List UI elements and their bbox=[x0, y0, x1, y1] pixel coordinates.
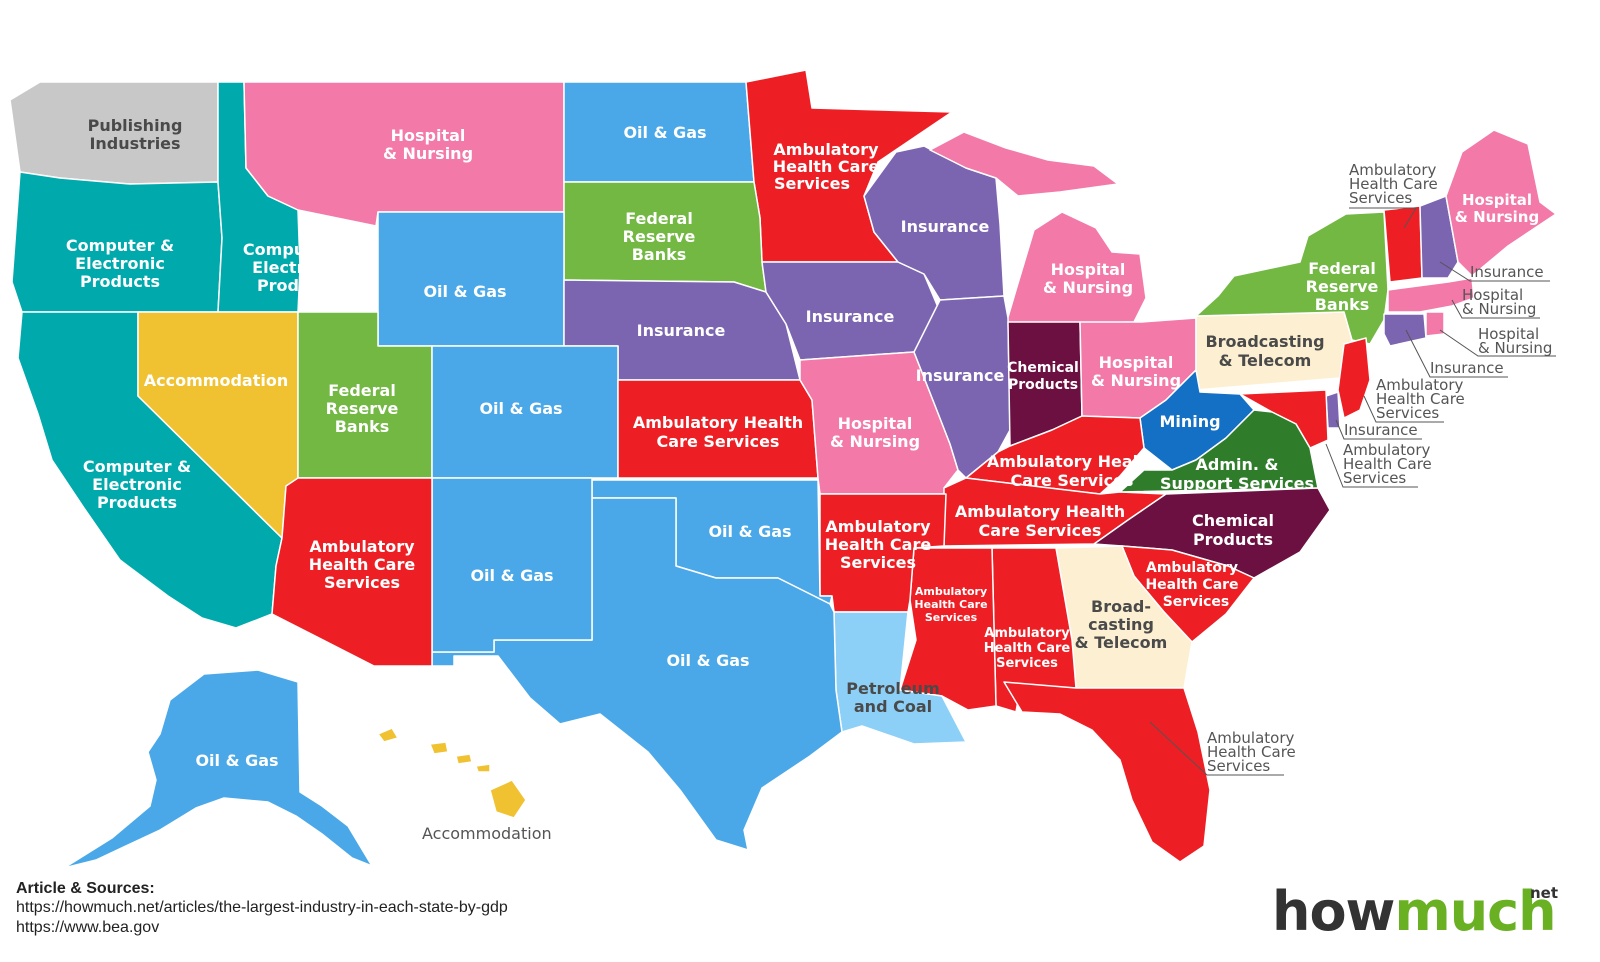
label-ma: Hospital & Nursing bbox=[1462, 286, 1536, 318]
label-nc: Chemical Products bbox=[1192, 511, 1274, 549]
state-hawaii bbox=[377, 727, 527, 819]
state-michigan-lp bbox=[1005, 211, 1147, 325]
label-hi: Accommodation bbox=[422, 824, 552, 843]
label-wa: Publishing Industries bbox=[88, 116, 183, 153]
label-mn: Ambulatory Health Care Services bbox=[773, 140, 880, 193]
sources-block: Article & Sources: https://howmuch.net/a… bbox=[16, 880, 508, 938]
label-tx: Oil & Gas bbox=[666, 651, 749, 670]
leader-md bbox=[1325, 443, 1418, 488]
leader-nh bbox=[1439, 261, 1550, 282]
label-ut: Federal Reserve Banks bbox=[326, 381, 399, 436]
label-sd: Federal Reserve Banks bbox=[623, 209, 696, 264]
leader-nj bbox=[1363, 395, 1444, 423]
state-kentucky bbox=[965, 415, 1145, 495]
label-tn: Ambulatory Health Care Services bbox=[955, 502, 1125, 540]
label-id: Computer & Electronic Products bbox=[243, 240, 351, 295]
leader-de bbox=[1335, 419, 1422, 440]
label-oh: Hospital & Nursing bbox=[1091, 353, 1181, 390]
external-labels: Accommodation Ambulatory Health Care Servi… bbox=[422, 161, 1556, 843]
label-ct: Insurance bbox=[1430, 359, 1504, 377]
label-mi: Hospital & Nursing bbox=[1043, 260, 1133, 297]
label-nm: Oil & Gas bbox=[470, 566, 553, 585]
logo-wordmark: howmuch bbox=[1272, 880, 1557, 943]
state-massachusetts bbox=[1387, 277, 1475, 313]
label-ok: Oil & Gas bbox=[708, 522, 791, 541]
state-connecticut bbox=[1383, 313, 1427, 347]
label-pa: Broadcasting & Telecom bbox=[1205, 332, 1324, 370]
label-mt: Hospital & Nursing bbox=[383, 126, 473, 163]
source-link-bea[interactable]: https://www.bea.gov bbox=[16, 919, 160, 936]
label-la: Petroleum and Coal bbox=[846, 679, 940, 716]
label-ia: Insurance bbox=[806, 307, 895, 326]
label-nh: Insurance bbox=[1470, 263, 1544, 281]
label-or: Computer & Electronic Products bbox=[66, 236, 174, 291]
label-nj: Ambulatory Health Care Services bbox=[1376, 376, 1465, 422]
label-wv: Mining bbox=[1159, 412, 1220, 431]
state-maine bbox=[1445, 129, 1557, 277]
logo-net: net bbox=[1530, 884, 1559, 902]
label-ne: Insurance bbox=[637, 321, 726, 340]
state-vermont bbox=[1383, 205, 1423, 283]
state-new-jersey bbox=[1337, 337, 1371, 419]
label-ms: Ambulatory Health Care Services bbox=[914, 585, 987, 624]
state-wyoming bbox=[377, 211, 565, 347]
state-florida bbox=[1003, 681, 1211, 863]
state-alaska bbox=[63, 669, 373, 869]
label-wi: Insurance bbox=[901, 217, 990, 236]
label-sc: Ambulatory Health Care Services bbox=[1145, 560, 1238, 610]
howmuch-logo: howmuch net bbox=[1272, 880, 1582, 950]
state-new-mexico bbox=[431, 477, 593, 653]
label-ri: Hospital & Nursing bbox=[1478, 325, 1552, 357]
sources-heading: Article & Sources: bbox=[16, 880, 155, 897]
industry-labels: Publishing Industries Computer & Electroni… bbox=[66, 116, 1539, 770]
label-va: Admin. & Support Services bbox=[1160, 455, 1314, 493]
label-de: Insurance bbox=[1344, 421, 1418, 439]
label-ky: Ambulatory Health Care Services bbox=[987, 452, 1157, 490]
state-delaware bbox=[1325, 391, 1341, 429]
logo-how: how bbox=[1272, 880, 1395, 943]
label-ga: Broad-casting & Telecom bbox=[1075, 597, 1168, 652]
state-arizona bbox=[271, 477, 433, 667]
label-il: Insurance bbox=[916, 366, 1005, 385]
label-al: Ambulatory Health Care Services bbox=[984, 626, 1071, 671]
label-fl: Ambulatory Health Care Services bbox=[1207, 729, 1296, 775]
label-wy: Oil & Gas bbox=[423, 282, 506, 301]
leader-vt bbox=[1349, 207, 1417, 229]
label-nv: Accommodation bbox=[144, 371, 288, 390]
leader-ma bbox=[1451, 299, 1540, 319]
state-virginia bbox=[1119, 409, 1319, 493]
label-md: Ambulatory Health Care Services bbox=[1343, 441, 1432, 487]
state-rhode-island bbox=[1425, 311, 1445, 337]
state-wisconsin bbox=[863, 145, 1005, 301]
label-ca: Computer & Electronic Products bbox=[83, 457, 191, 512]
source-link-article[interactable]: https://howmuch.net/articles/the-largest… bbox=[16, 899, 508, 916]
label-vt: Ambulatory Health Care Services bbox=[1349, 161, 1438, 207]
label-in: Chemical Products bbox=[1007, 360, 1079, 393]
label-ny: Federal Reserve Banks bbox=[1306, 259, 1379, 314]
label-co: Oil & Gas bbox=[479, 399, 562, 418]
leader-ri bbox=[1439, 329, 1556, 357]
leader-ct bbox=[1405, 329, 1508, 378]
label-az: Ambulatory Health Care Services bbox=[309, 537, 416, 592]
label-mo: Hospital & Nursing bbox=[830, 414, 920, 451]
label-ak: Oil & Gas bbox=[195, 751, 278, 770]
label-nd: Oil & Gas bbox=[623, 123, 706, 142]
label-ar: Ambulatory Health Care Services bbox=[825, 517, 932, 572]
state-shapes bbox=[9, 69, 1557, 869]
logo-much: much bbox=[1394, 880, 1556, 943]
leader-fl bbox=[1149, 721, 1284, 776]
label-ks: Ambulatory Health Care Services bbox=[633, 413, 803, 451]
label-me: Hospital & Nursing bbox=[1455, 191, 1539, 226]
state-michigan-up bbox=[929, 131, 1119, 197]
